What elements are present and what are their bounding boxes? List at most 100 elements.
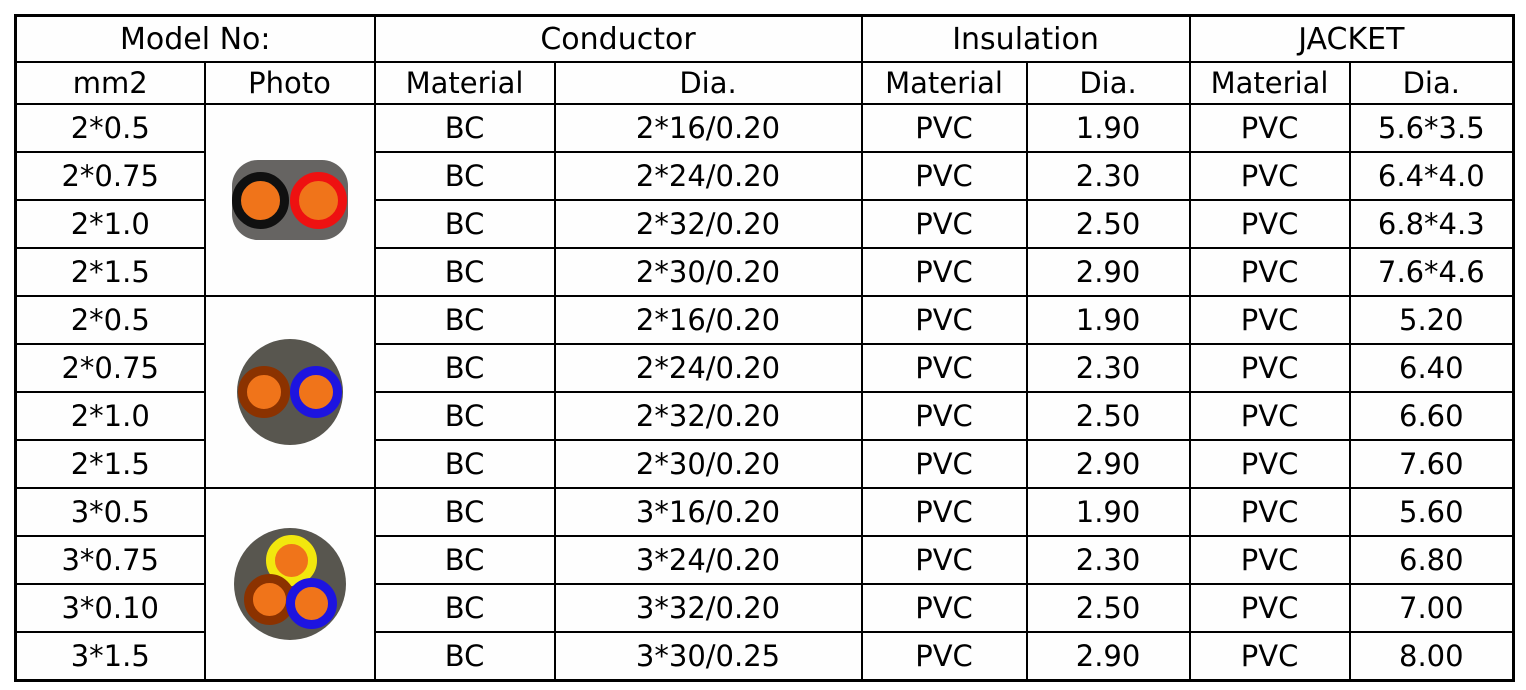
table-row: 2*1.5 BC 2*30/0.20 PVC 2.90 PVC 7.6*4.6	[14, 247, 1515, 297]
model-mm2-cell: 3*0.75	[14, 535, 206, 585]
subheader-conductor-dia: Dia.	[553, 61, 863, 105]
table-row: 2*1.0 BC 2*32/0.20 PVC 2.50 PVC 6.60	[14, 391, 1515, 441]
model-mm2-cell: 2*1.0	[14, 391, 206, 441]
jacket-material-cell: PVC	[1188, 439, 1351, 489]
jacket-dia-cell: 7.60	[1348, 439, 1515, 489]
jacket-dia-cell: 6.80	[1348, 535, 1515, 585]
photo-cell	[203, 487, 376, 682]
subheader-jacket-material: Material	[1188, 61, 1351, 105]
insulation-dia-cell: 2.90	[1025, 247, 1191, 297]
header-sub-row: mm2 Photo Material Dia. Material Dia. Ma…	[14, 61, 1515, 105]
subheader-mm2: mm2	[14, 61, 206, 105]
insulation-dia-cell: 1.90	[1025, 295, 1191, 345]
conductor-dia-cell: 2*16/0.20	[553, 103, 863, 153]
conductor-material-cell: BC	[373, 103, 556, 153]
jacket-material-cell: PVC	[1188, 343, 1351, 393]
model-mm2-cell: 2*0.75	[14, 151, 206, 201]
insulation-dia-cell: 2.30	[1025, 151, 1191, 201]
insulation-dia-cell: 2.50	[1025, 583, 1191, 633]
jacket-material-cell: PVC	[1188, 247, 1351, 297]
conductor-dia-cell: 2*32/0.20	[553, 199, 863, 249]
table-row: 3*0.10 BC 3*32/0.20 PVC 2.50 PVC 7.00	[14, 583, 1515, 633]
photo-cell	[203, 295, 376, 489]
subheader-insulation-dia: Dia.	[1025, 61, 1191, 105]
conductor-dia-cell: 3*32/0.20	[553, 583, 863, 633]
model-mm2-cell: 2*1.0	[14, 199, 206, 249]
cable-core-yellow-icon	[265, 535, 317, 586]
insulation-material-cell: PVC	[860, 391, 1028, 441]
conductor-material-cell: BC	[373, 439, 556, 489]
table-row: 3*0.5 BC 3*16/0.20 PVC 1.90 PVC 5.60	[14, 487, 1515, 682]
jacket-material-cell: PVC	[1188, 583, 1351, 633]
jacket-material-cell: PVC	[1188, 199, 1351, 249]
cable-photo-round-3core	[233, 528, 346, 640]
conductor-dia-cell: 2*16/0.20	[553, 295, 863, 345]
cable-spec-table: Model No: Conductor Insulation JACKET mm…	[14, 14, 1516, 682]
jacket-material-cell: PVC	[1188, 391, 1351, 441]
jacket-material-cell: PVC	[1188, 295, 1351, 345]
jacket-dia-cell: 8.00	[1348, 631, 1515, 682]
conductor-dia-cell: 3*24/0.20	[553, 535, 863, 585]
subheader-jacket-dia: Dia.	[1348, 61, 1515, 105]
header-insulation: Insulation	[860, 14, 1191, 63]
jacket-material-cell: PVC	[1188, 151, 1351, 201]
conductor-material-cell: BC	[373, 199, 556, 249]
header-conductor: Conductor	[373, 14, 863, 63]
table-row: 2*0.5 BC 2*16/0.20 PVC 1.90 PVC 5.6*3.5	[14, 103, 1515, 297]
jacket-dia-cell: 6.8*4.3	[1348, 199, 1515, 249]
jacket-dia-cell: 5.6*3.5	[1348, 103, 1515, 153]
jacket-dia-cell: 6.40	[1348, 343, 1515, 393]
header-model-no: Model No:	[14, 14, 376, 63]
insulation-material-cell: PVC	[860, 151, 1028, 201]
header-group-row: Model No: Conductor Insulation JACKET	[14, 14, 1515, 63]
insulation-dia-cell: 2.90	[1025, 439, 1191, 489]
insulation-material-cell: PVC	[860, 295, 1028, 345]
jacket-dia-cell: 7.6*4.6	[1348, 247, 1515, 297]
table-row: 2*1.5 BC 2*30/0.20 PVC 2.90 PVC 7.60	[14, 439, 1515, 489]
insulation-dia-cell: 2.30	[1025, 343, 1191, 393]
insulation-material-cell: PVC	[860, 583, 1028, 633]
model-mm2-cell: 2*0.5	[14, 103, 206, 153]
cable-core-red-icon	[290, 171, 347, 229]
cable-photo-round-2core	[236, 339, 343, 445]
insulation-dia-cell: 2.50	[1025, 391, 1191, 441]
model-mm2-cell: 2*1.5	[14, 439, 206, 489]
insulation-material-cell: PVC	[860, 535, 1028, 585]
spec-table-body: 2*0.5 BC 2*16/0.20 PVC 1.90 PVC 5.6*3.5 2*0.75…	[14, 103, 1515, 682]
subheader-insulation-material: Material	[860, 61, 1028, 105]
conductor-dia-cell: 2*30/0.20	[553, 247, 863, 297]
insulation-material-cell: PVC	[860, 247, 1028, 297]
header-jacket: JACKET	[1188, 14, 1515, 63]
subheader-photo: Photo	[203, 61, 376, 105]
cable-core-brown-icon	[237, 366, 290, 418]
insulation-material-cell: PVC	[860, 343, 1028, 393]
jacket-dia-cell: 6.4*4.0	[1348, 151, 1515, 201]
insulation-material-cell: PVC	[860, 631, 1028, 682]
model-mm2-cell: 2*0.75	[14, 343, 206, 393]
subheader-conductor-material: Material	[373, 61, 556, 105]
conductor-dia-cell: 2*30/0.20	[553, 439, 863, 489]
insulation-material-cell: PVC	[860, 487, 1028, 537]
model-mm2-cell: 3*1.5	[14, 631, 206, 682]
conductor-material-cell: BC	[373, 631, 556, 682]
conductor-material-cell: BC	[373, 343, 556, 393]
table-row: 3*0.75 BC 3*24/0.20 PVC 2.30 PVC 6.80	[14, 535, 1515, 585]
insulation-dia-cell: 1.90	[1025, 103, 1191, 153]
cable-core-blue-icon	[285, 578, 337, 629]
insulation-dia-cell: 2.50	[1025, 199, 1191, 249]
table-row: 2*0.5 BC 2*16/0.20 PVC 1.90 PVC 5.20	[14, 295, 1515, 489]
jacket-dia-cell: 5.60	[1348, 487, 1515, 537]
cable-photo-flat-2core	[231, 160, 348, 240]
table-row: 2*1.0 BC 2*32/0.20 PVC 2.50 PVC 6.8*4.3	[14, 199, 1515, 249]
cable-core-blue-icon	[289, 366, 342, 418]
conductor-material-cell: BC	[373, 391, 556, 441]
jacket-dia-cell: 5.20	[1348, 295, 1515, 345]
conductor-dia-cell: 2*24/0.20	[553, 151, 863, 201]
conductor-material-cell: BC	[373, 151, 556, 201]
insulation-material-cell: PVC	[860, 199, 1028, 249]
cable-core-black-icon	[232, 171, 289, 229]
conductor-material-cell: BC	[373, 247, 556, 297]
conductor-material-cell: BC	[373, 295, 556, 345]
conductor-dia-cell: 3*30/0.25	[553, 631, 863, 682]
insulation-dia-cell: 2.30	[1025, 535, 1191, 585]
